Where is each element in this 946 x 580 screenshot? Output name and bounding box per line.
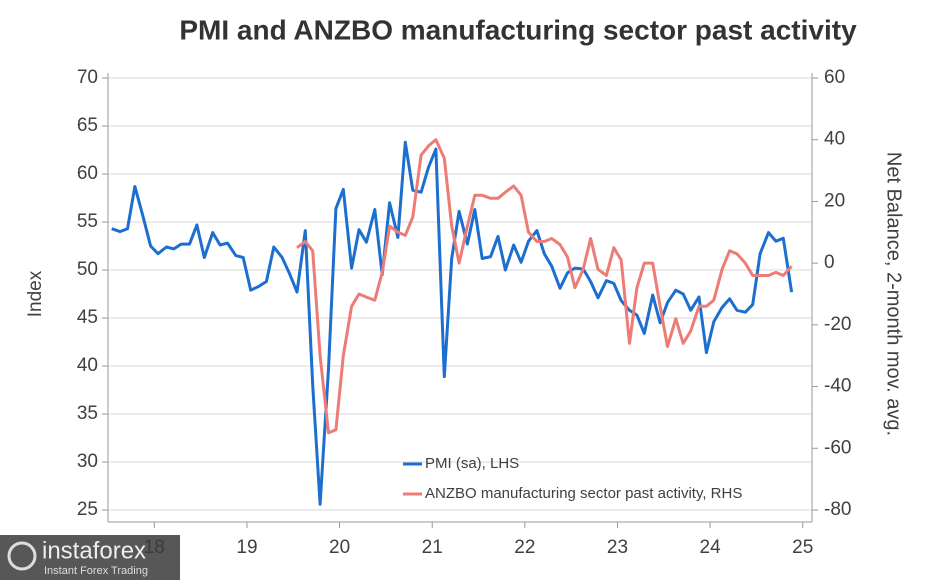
chart-title: PMI and ANZBO manufacturing sector past … — [179, 14, 857, 45]
legend-label: ANZBO manufacturing sector past activity… — [425, 485, 742, 502]
x-tick-label: 20 — [329, 537, 350, 558]
y-tick-label: 35 — [77, 403, 98, 424]
x-tick-label: 25 — [792, 537, 813, 558]
y-tick-label: 50 — [77, 259, 98, 280]
x-tick-label: 24 — [700, 537, 722, 558]
y-tick-label: 60 — [77, 163, 98, 184]
series-line — [296, 138, 793, 435]
y2-tick-label: -60 — [824, 437, 851, 458]
y-tick-label: 65 — [77, 115, 98, 136]
watermark-box — [0, 535, 180, 580]
legend-label: PMI (sa), LHS — [425, 455, 519, 472]
series-line — [111, 140, 794, 506]
y2-tick-label: 0 — [824, 252, 835, 273]
x-tick-label: 22 — [514, 537, 535, 558]
y2-tick-label: -40 — [824, 376, 851, 397]
y-tick-label: 30 — [77, 451, 98, 472]
y-tick-label: 25 — [77, 499, 98, 520]
x-tick-label: 21 — [422, 537, 443, 558]
plot: 25 30 35 40 45 50 55 60 65 70 -80 -60 -40 -20 0 20 40 60 1… — [77, 67, 852, 558]
y2-tick-label: -80 — [824, 499, 851, 520]
y-tick-label: 45 — [77, 307, 98, 328]
watermark: instaforex Instant Forex Trading — [0, 535, 180, 580]
y-axis-label: Index — [25, 270, 46, 317]
watermark-brand: instaforex — [42, 537, 146, 564]
y2-tick-label: -20 — [824, 314, 851, 335]
y2-tick-label: 60 — [824, 67, 845, 88]
y-tick-label: 70 — [77, 67, 98, 88]
y-tick-label: 55 — [77, 211, 98, 232]
y2-tick-label: 20 — [824, 190, 845, 211]
y-tick-label: 40 — [77, 355, 98, 376]
y2-axis-label: Net Balance, 2-month mov. avg. — [883, 152, 905, 436]
watermark-tagline: Instant Forex Trading — [44, 565, 148, 577]
x-tick-label: 19 — [236, 537, 257, 558]
x-tick-label: 23 — [607, 537, 628, 558]
y2-tick-label: 40 — [824, 129, 845, 150]
watermark-icon — [7, 541, 37, 571]
